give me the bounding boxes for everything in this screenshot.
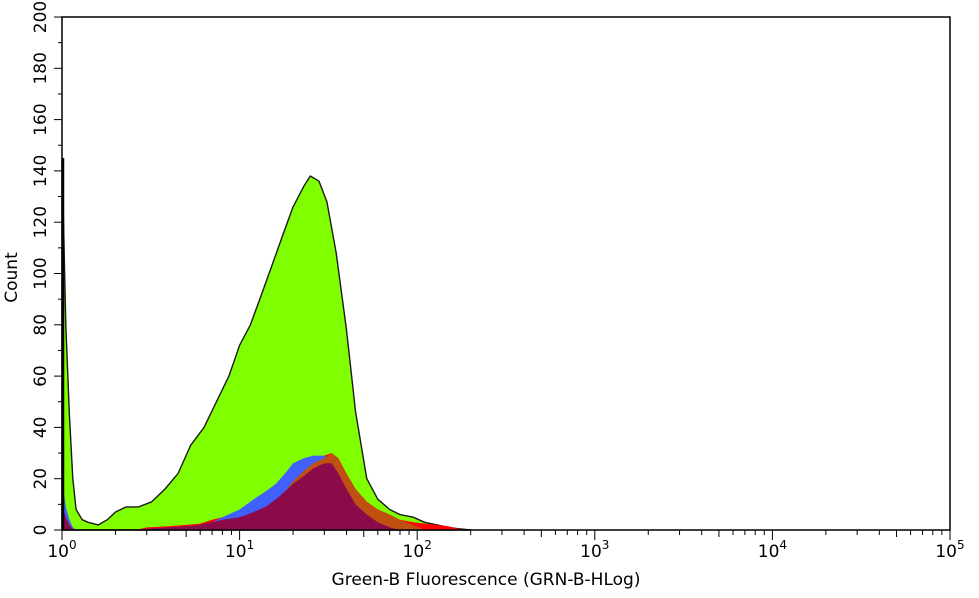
x-tick-label: 102 xyxy=(403,538,432,562)
y-tick-label: 140 xyxy=(31,155,51,187)
y-tick-label: 100 xyxy=(31,257,51,289)
x-axis: 100 101 102 103 104 105 xyxy=(47,530,965,562)
y-tick-label: 0 xyxy=(31,525,51,536)
x-tick-label: 104 xyxy=(758,538,787,562)
y-tick-label: 120 xyxy=(31,206,51,238)
y-tick-label: 160 xyxy=(31,103,51,135)
series-4-area xyxy=(62,463,400,530)
y-axis: 0 20 40 60 80 100 120 140 160 180 200 xyxy=(31,1,62,536)
y-tick-label: 200 xyxy=(31,1,51,33)
x-tick-label: 105 xyxy=(935,538,964,562)
y-axis-title: Count xyxy=(2,252,22,303)
y-tick-label: 20 xyxy=(31,468,51,490)
x-tick-label: 101 xyxy=(225,538,254,562)
series-0-area xyxy=(61,157,472,531)
x-tick-label: 100 xyxy=(47,538,76,562)
y-tick-label: 180 xyxy=(31,52,51,84)
y-tick-label: 80 xyxy=(31,314,51,336)
x-axis-title: Green-B Fluorescence (GRN-B-HLog) xyxy=(332,570,641,590)
y-tick-label: 40 xyxy=(31,417,51,439)
y-tick-label: 60 xyxy=(31,365,51,387)
x-tick-label: 103 xyxy=(580,538,609,562)
plot-area xyxy=(61,157,472,531)
